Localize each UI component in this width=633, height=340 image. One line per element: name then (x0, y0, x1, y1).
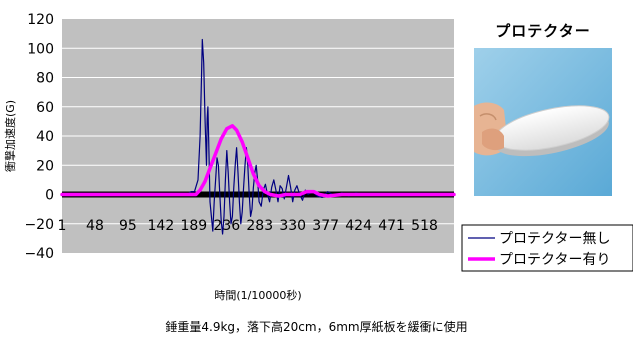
x-axis-title: 時間(1/10000秒) (214, 288, 301, 302)
series-line-with-protector (60, 124, 456, 198)
x-tick-label: 189 (180, 218, 207, 234)
y-tick-label: 100 (27, 41, 54, 57)
y-tick-label: 80 (36, 71, 54, 87)
x-tick-label: 142 (148, 218, 175, 234)
x-tick-label: 1 (58, 218, 67, 234)
series-layer (60, 38, 456, 235)
x-tick-label: 518 (411, 218, 438, 234)
y-tick-label: 40 (36, 129, 54, 145)
y-tick-label: 20 (36, 158, 54, 174)
legend: プロテクター無し プロテクター有り (461, 224, 633, 272)
legend-label-with-protector: プロテクター有り (499, 252, 610, 268)
x-tick-label: 95 (119, 218, 137, 234)
x-tick-label: 283 (246, 218, 273, 234)
x-tick-label: 377 (312, 218, 339, 234)
x-tick-label: 330 (279, 218, 306, 234)
x-tick-label: 236 (213, 218, 240, 234)
y-tick-label: 60 (36, 100, 54, 116)
x-tick-label: 424 (345, 218, 372, 234)
photo-title: プロテクター (495, 22, 591, 40)
y-tick-label: 120 (27, 12, 54, 28)
x-tick-label: 48 (86, 218, 104, 234)
y-tick-label: −20 (24, 217, 54, 233)
legend-box (461, 224, 633, 272)
y-axis-tick-labels: −40 −20 0 20 40 60 80 100 120 (24, 12, 54, 262)
x-tick-label: 471 (378, 218, 405, 234)
y-axis-title: 衝撃加速度(G) (3, 100, 17, 172)
x-axis-tick-labels: 1 48 95 142 189 236 283 330 377 424 471 518 (58, 218, 438, 234)
chart-caption: 錘重量4.9kg，落下高20cm，6mm厚紙板を緩衝に使用 (165, 320, 468, 334)
y-tick-label: 0 (45, 188, 54, 204)
y-tick-label: −40 (24, 246, 54, 262)
protector-photo (474, 48, 612, 196)
legend-label-no-protector: プロテクター無し (499, 231, 610, 247)
